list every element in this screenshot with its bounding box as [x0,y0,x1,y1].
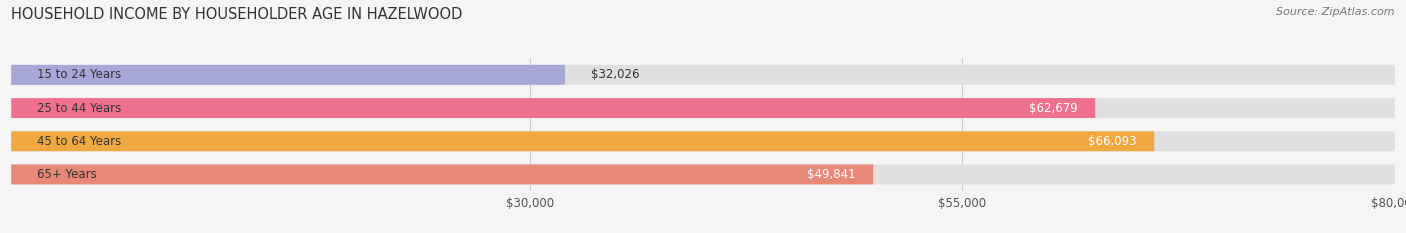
Text: $32,026: $32,026 [591,68,640,81]
FancyBboxPatch shape [11,164,1395,185]
Text: $66,093: $66,093 [1088,135,1137,148]
FancyBboxPatch shape [11,98,1395,118]
Text: $49,841: $49,841 [807,168,856,181]
FancyBboxPatch shape [11,65,565,85]
Text: $62,679: $62,679 [1029,102,1078,115]
Text: 15 to 24 Years: 15 to 24 Years [37,68,121,81]
Text: Source: ZipAtlas.com: Source: ZipAtlas.com [1277,7,1395,17]
Text: 65+ Years: 65+ Years [37,168,97,181]
FancyBboxPatch shape [11,131,1395,151]
FancyBboxPatch shape [11,164,873,185]
Text: 25 to 44 Years: 25 to 44 Years [37,102,121,115]
Text: 45 to 64 Years: 45 to 64 Years [37,135,121,148]
FancyBboxPatch shape [11,65,1395,85]
FancyBboxPatch shape [11,131,1154,151]
FancyBboxPatch shape [11,98,1095,118]
Text: HOUSEHOLD INCOME BY HOUSEHOLDER AGE IN HAZELWOOD: HOUSEHOLD INCOME BY HOUSEHOLDER AGE IN H… [11,7,463,22]
